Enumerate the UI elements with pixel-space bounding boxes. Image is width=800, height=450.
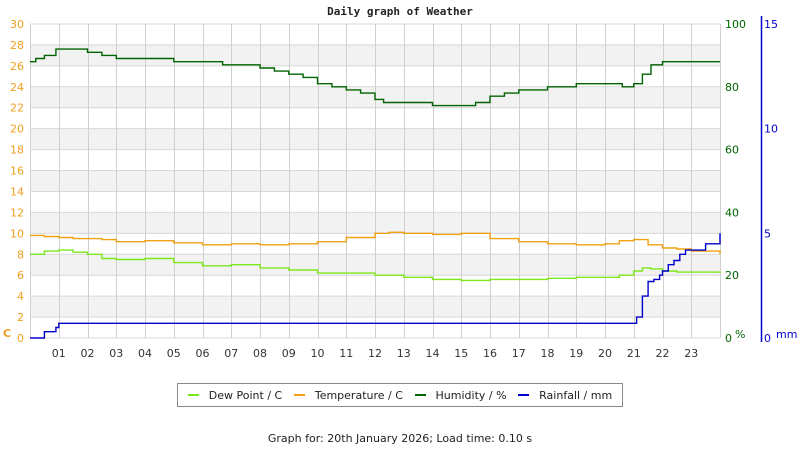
humidity-swatch	[414, 394, 426, 396]
rainfall-swatch	[518, 394, 530, 396]
svg-text:20: 20	[598, 347, 612, 360]
series-line	[30, 231, 721, 255]
svg-text:40: 40	[725, 206, 739, 219]
humidity-axis-ticks: 0 20 40 60 80 100	[725, 18, 746, 345]
svg-text:07: 07	[224, 347, 238, 360]
svg-text:12: 12	[368, 347, 382, 360]
svg-text:20: 20	[10, 123, 24, 136]
svg-text:8: 8	[17, 248, 24, 261]
svg-text:13: 13	[397, 347, 411, 360]
graph-footer: Graph for: 20th January 2026; Load time:…	[267, 432, 533, 445]
legend-label: Dew Point / C	[208, 388, 283, 402]
svg-text:100: 100	[725, 18, 746, 31]
svg-text:03: 03	[109, 347, 123, 360]
svg-text:15: 15	[454, 347, 468, 360]
svg-text:28: 28	[10, 39, 24, 52]
legend-label: Temperature / C	[314, 388, 403, 402]
svg-text:23: 23	[684, 347, 698, 360]
series-line	[30, 249, 721, 282]
x-axis-ticks: 01 02 03 04 05 06 07 08 09 10 11 12 13 14 15 16 17 18 19 20…	[52, 347, 699, 360]
svg-text:14: 14	[426, 347, 440, 360]
svg-text:0: 0	[17, 332, 24, 345]
rainfall-axis-unit: mm	[776, 328, 797, 341]
svg-text:10: 10	[764, 123, 778, 136]
svg-text:5: 5	[764, 227, 771, 240]
left-axis-unit: C	[3, 327, 11, 340]
svg-text:2: 2	[17, 311, 24, 324]
svg-text:17: 17	[512, 347, 526, 360]
series-line	[30, 233, 721, 339]
svg-text:09: 09	[282, 347, 296, 360]
svg-text:80: 80	[725, 81, 739, 94]
series-line	[30, 48, 720, 107]
svg-text:19: 19	[569, 347, 583, 360]
legend-label: Humidity / %	[435, 388, 507, 402]
svg-text:20: 20	[725, 269, 739, 282]
svg-text:16: 16	[483, 347, 497, 360]
data-series	[30, 48, 721, 339]
chart-title: Daily graph of Weather	[327, 5, 473, 18]
svg-text:26: 26	[10, 60, 24, 73]
svg-text:06: 06	[196, 347, 210, 360]
svg-text:0: 0	[725, 332, 732, 345]
humidity-axis-unit: %	[735, 328, 745, 341]
svg-text:14: 14	[10, 185, 24, 198]
svg-text:24: 24	[10, 81, 24, 94]
svg-text:10: 10	[10, 227, 24, 240]
svg-text:6: 6	[17, 269, 24, 282]
svg-text:04: 04	[138, 347, 152, 360]
rainfall-axis: 0 5 10 15	[760, 16, 778, 345]
legend-item-humidity: Humidity / %	[414, 388, 507, 402]
svg-text:18: 18	[541, 347, 555, 360]
svg-text:22: 22	[656, 347, 670, 360]
legend-label: Rainfall / mm	[539, 388, 613, 402]
svg-text:18: 18	[10, 144, 24, 157]
svg-text:05: 05	[167, 347, 181, 360]
svg-text:01: 01	[52, 347, 66, 360]
svg-text:12: 12	[10, 206, 24, 219]
legend-item-dew-point: Dew Point / C	[187, 388, 283, 402]
temperature-swatch	[293, 394, 305, 396]
svg-text:4: 4	[17, 290, 24, 303]
svg-text:11: 11	[339, 347, 353, 360]
svg-text:10: 10	[311, 347, 325, 360]
svg-text:60: 60	[725, 144, 739, 157]
svg-text:15: 15	[764, 18, 778, 31]
svg-text:30: 30	[10, 18, 24, 31]
svg-text:22: 22	[10, 102, 24, 115]
svg-text:08: 08	[253, 347, 267, 360]
svg-text:16: 16	[10, 165, 24, 178]
chart-legend: Dew Point / C Temperature / C Humidity /…	[177, 383, 623, 407]
dew-point-swatch	[187, 394, 199, 396]
svg-text:21: 21	[627, 347, 641, 360]
svg-text:02: 02	[81, 347, 95, 360]
legend-item-rainfall: Rainfall / mm	[518, 389, 612, 402]
legend-item-temperature: Temperature / C	[293, 388, 403, 402]
svg-text:0: 0	[764, 332, 771, 345]
